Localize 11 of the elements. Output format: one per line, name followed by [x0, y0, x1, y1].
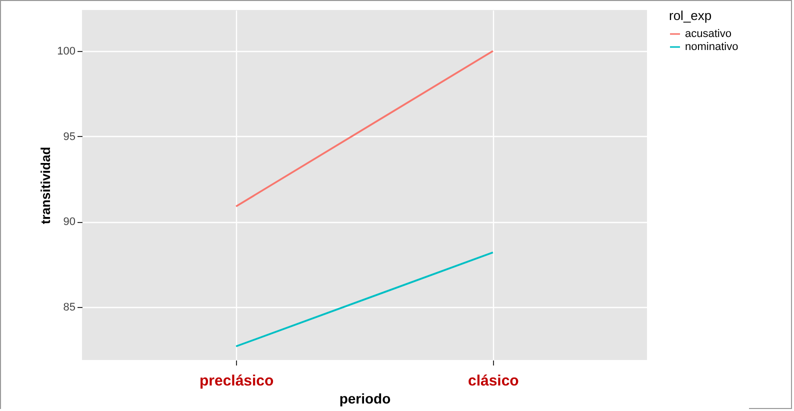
y-tick-label: 95	[63, 130, 76, 143]
y-tick-label: 100	[57, 45, 76, 58]
legend-label: nominativo	[685, 41, 738, 53]
x-tick-label: preclásico	[199, 372, 274, 390]
y-tick-label: 85	[63, 302, 76, 314]
y-axis-title: transitividad	[38, 146, 54, 224]
x-tick-label: clásico	[468, 372, 519, 390]
legend-label: acusativo	[685, 28, 732, 40]
legend-title: rol_exp	[669, 8, 712, 23]
x-axis-title: periodo	[339, 390, 391, 406]
y-tick-label: 90	[63, 216, 76, 228]
